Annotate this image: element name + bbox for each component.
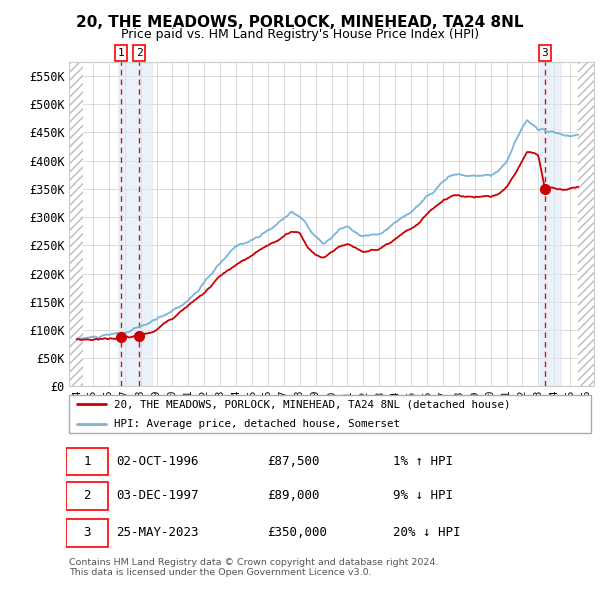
Text: 3: 3 bbox=[83, 526, 91, 539]
Text: Contains HM Land Registry data © Crown copyright and database right 2024.
This d: Contains HM Land Registry data © Crown c… bbox=[69, 558, 439, 577]
Text: 20, THE MEADOWS, PORLOCK, MINEHEAD, TA24 8NL (detached house): 20, THE MEADOWS, PORLOCK, MINEHEAD, TA24… bbox=[113, 399, 510, 409]
Text: 2: 2 bbox=[136, 48, 143, 58]
Text: 9% ↓ HPI: 9% ↓ HPI bbox=[394, 489, 454, 503]
FancyBboxPatch shape bbox=[66, 519, 108, 546]
FancyBboxPatch shape bbox=[66, 482, 108, 510]
Bar bbox=[578, 62, 594, 386]
FancyBboxPatch shape bbox=[66, 448, 108, 475]
Text: £350,000: £350,000 bbox=[266, 526, 326, 539]
Text: £87,500: £87,500 bbox=[266, 455, 319, 468]
Text: 20, THE MEADOWS, PORLOCK, MINEHEAD, TA24 8NL: 20, THE MEADOWS, PORLOCK, MINEHEAD, TA24… bbox=[76, 15, 524, 30]
Text: HPI: Average price, detached house, Somerset: HPI: Average price, detached house, Some… bbox=[113, 419, 400, 429]
Text: 3: 3 bbox=[541, 48, 548, 58]
Text: 03-DEC-1997: 03-DEC-1997 bbox=[116, 489, 199, 503]
FancyBboxPatch shape bbox=[68, 395, 592, 433]
Bar bbox=[118, 62, 152, 386]
Text: 2: 2 bbox=[83, 489, 91, 503]
Text: 1: 1 bbox=[83, 455, 91, 468]
Text: 1% ↑ HPI: 1% ↑ HPI bbox=[394, 455, 454, 468]
Text: Price paid vs. HM Land Registry's House Price Index (HPI): Price paid vs. HM Land Registry's House … bbox=[121, 28, 479, 41]
Text: 20% ↓ HPI: 20% ↓ HPI bbox=[394, 526, 461, 539]
Text: 25-MAY-2023: 25-MAY-2023 bbox=[116, 526, 199, 539]
Text: 1: 1 bbox=[118, 48, 124, 58]
Bar bbox=[69, 62, 83, 386]
Text: 02-OCT-1996: 02-OCT-1996 bbox=[116, 455, 199, 468]
Bar bbox=[540, 62, 560, 386]
Text: £89,000: £89,000 bbox=[266, 489, 319, 503]
